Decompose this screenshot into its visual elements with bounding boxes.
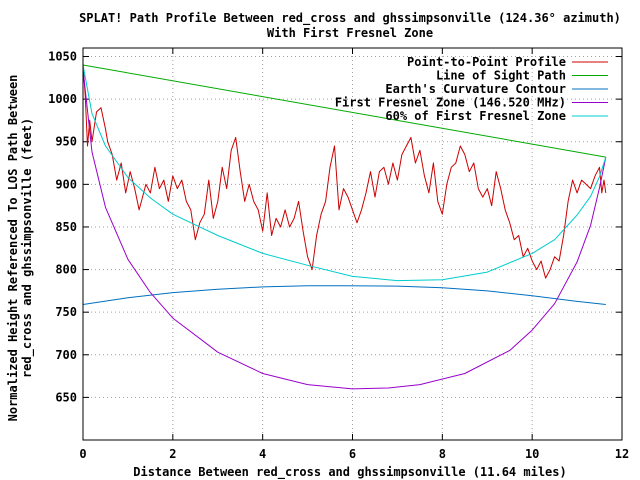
- y-axis-ticks: 650 700 750 800 850 900 950 1000 1050: [48, 50, 622, 404]
- y-tick-label: 850: [55, 220, 77, 234]
- y-tick-label: 800: [55, 263, 77, 277]
- chart-subtitle: With First Fresnel Zone: [267, 26, 433, 40]
- y-tick-label: 900: [55, 177, 77, 191]
- series-line-3: [82, 69, 607, 390]
- y-tick-label: 950: [55, 135, 77, 149]
- series-line-4: [82, 64, 607, 282]
- series-line-1: [82, 64, 606, 158]
- x-axis-ticks: 0 2 4 6 8 10 12: [79, 48, 629, 461]
- plot-frame: [82, 47, 623, 441]
- legend-label-0: Point-to-Point Profile: [407, 55, 566, 69]
- legend-label-4: 60% of First Fresnel Zone: [385, 109, 566, 123]
- y-axis-label-line1: Normalized Height Referenced To LOS Path…: [6, 75, 20, 422]
- series-line-2: [82, 285, 606, 305]
- legend-label-1: Line of Sight Path: [436, 69, 566, 83]
- grid: [83, 48, 622, 440]
- x-tick-label: 10: [525, 447, 539, 461]
- y-tick-label: 1000: [48, 92, 77, 106]
- y-tick-label: 650: [55, 390, 77, 404]
- y-tick-label: 700: [55, 348, 77, 362]
- x-tick-label: 4: [259, 447, 266, 461]
- x-tick-label: 2: [169, 447, 176, 461]
- y-axis-label-line2: red_cross and ghssimpsonville (feet): [20, 118, 35, 378]
- series-line-0: [82, 64, 607, 279]
- legend-label-3: First Fresnel Zone (146.520 MHz): [335, 96, 566, 110]
- x-tick-label: 12: [615, 447, 629, 461]
- x-tick-label: 8: [439, 447, 446, 461]
- legend-label-2: Earth's Curvature Contour: [385, 82, 566, 96]
- y-tick-label: 750: [55, 305, 77, 319]
- series-group: [82, 64, 607, 390]
- x-tick-label: 6: [349, 447, 356, 461]
- x-axis-label: Distance Between red_cross and ghssimpso…: [133, 465, 566, 480]
- x-tick-label: 0: [79, 447, 86, 461]
- chart-title: SPLAT! Path Profile Between red_cross an…: [79, 11, 621, 26]
- y-tick-label: 1050: [48, 50, 77, 64]
